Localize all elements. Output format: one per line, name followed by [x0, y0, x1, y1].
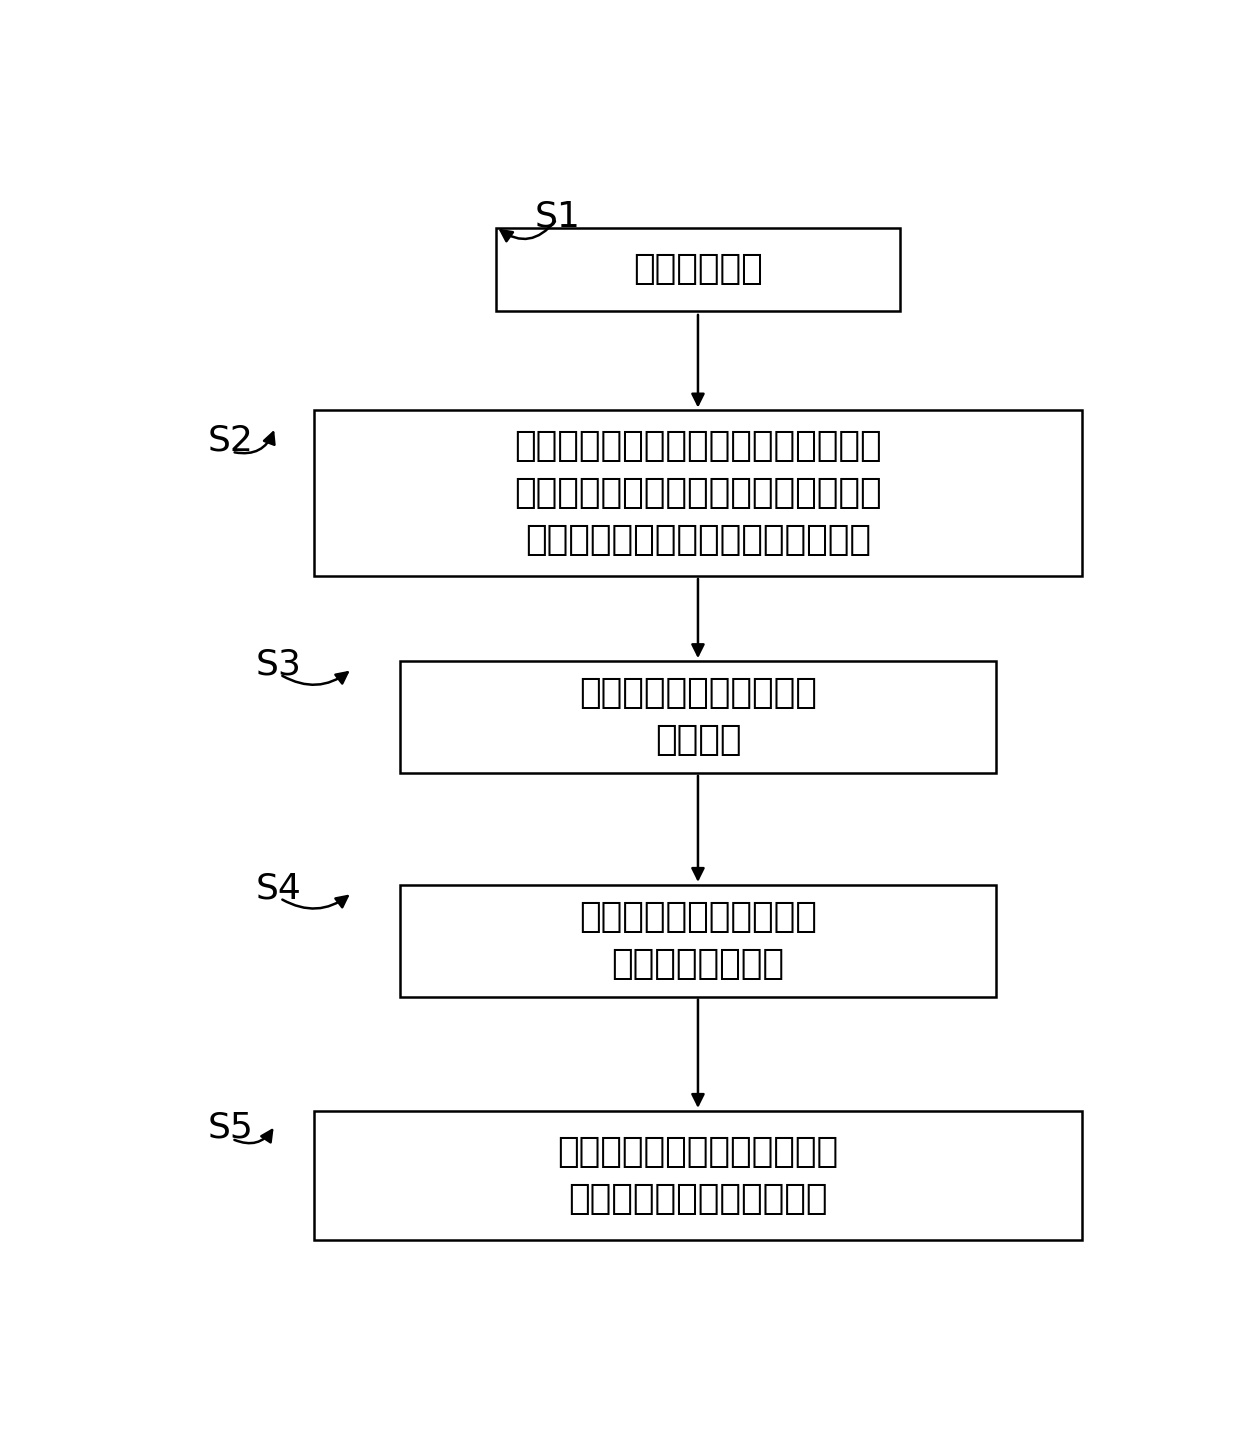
FancyBboxPatch shape [314, 1112, 1083, 1239]
FancyArrowPatch shape [234, 1130, 272, 1144]
Text: 对原始图像进行多尺度分解，得到多个: 对原始图像进行多尺度分解，得到多个 [515, 429, 882, 464]
FancyArrowPatch shape [501, 221, 556, 241]
FancyBboxPatch shape [401, 885, 996, 997]
Text: 次进行编码、解码: 次进行编码、解码 [611, 947, 785, 981]
Text: S2: S2 [208, 424, 254, 458]
Text: S3: S3 [255, 648, 301, 681]
Text: S1: S1 [534, 201, 580, 234]
FancyBboxPatch shape [314, 410, 1083, 575]
Text: S4: S4 [255, 872, 301, 905]
Text: 廓波逆变换，重构原始图像: 廓波逆变换，重构原始图像 [568, 1183, 828, 1216]
Text: 带的能量熵小于所述阙値，停止分解: 带的能量熵小于所述阙値，停止分解 [525, 523, 870, 556]
FancyBboxPatch shape [401, 661, 996, 773]
FancyArrowPatch shape [283, 897, 347, 908]
FancyBboxPatch shape [496, 228, 900, 311]
Text: 提取原始图像: 提取原始图像 [634, 253, 763, 286]
Text: 进行量化: 进行量化 [655, 724, 742, 757]
Text: S5: S5 [208, 1110, 254, 1145]
FancyArrowPatch shape [234, 433, 274, 453]
Text: 子带，并设定子带的能量熵的阙値，子: 子带，并设定子带的能量熵的阙値，子 [515, 477, 882, 510]
Text: 对量化得到的子带系数依: 对量化得到的子带系数依 [579, 901, 817, 934]
Text: 对分解成的多个子带系数: 对分解成的多个子带系数 [579, 677, 817, 711]
FancyArrowPatch shape [283, 673, 347, 684]
Text: 对解码得到的子带系数进行轮: 对解码得到的子带系数进行轮 [558, 1135, 838, 1170]
